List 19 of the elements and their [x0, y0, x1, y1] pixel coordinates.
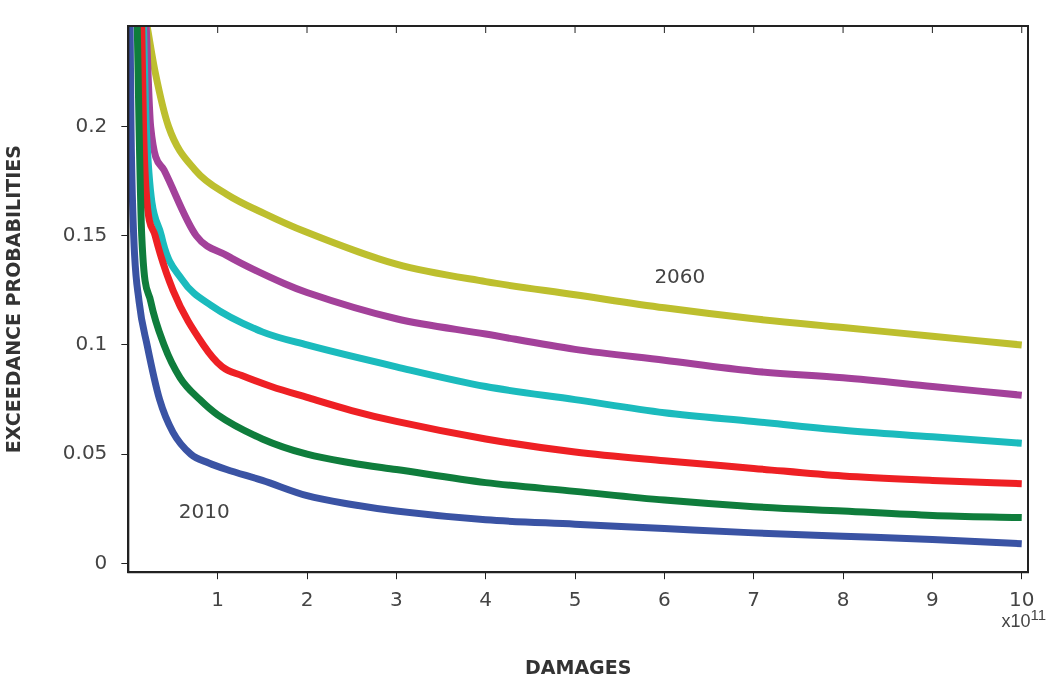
x-tick-label: 5	[568, 587, 582, 612]
y-tick-label: 0.05	[62, 440, 108, 465]
y-axis-title: EXCEEDANCE PROBABILITIES	[2, 145, 25, 454]
y-tick-label: 0.2	[75, 112, 108, 137]
y-tick-label: 0.1	[75, 331, 108, 356]
series-label: 2060	[654, 263, 706, 288]
text: x10$^{11}$	[1001, 606, 1046, 632]
series-label: 2010	[178, 498, 230, 523]
x-tick-label: 7	[747, 587, 761, 612]
x-tick-label: 8	[836, 587, 850, 612]
x-tick-label: 3	[389, 587, 403, 612]
x-tick-label: 9	[926, 587, 939, 612]
x-axis-title: DAMAGES	[524, 655, 632, 678]
x-tick-label: 2	[300, 587, 314, 612]
x-tick-label: 1	[211, 587, 225, 612]
y-tick-label: 0	[94, 549, 108, 574]
y-tick-label: 0.15	[62, 221, 108, 246]
x-tick-label: 4	[479, 587, 493, 612]
x-tick-label: 6	[658, 587, 671, 612]
